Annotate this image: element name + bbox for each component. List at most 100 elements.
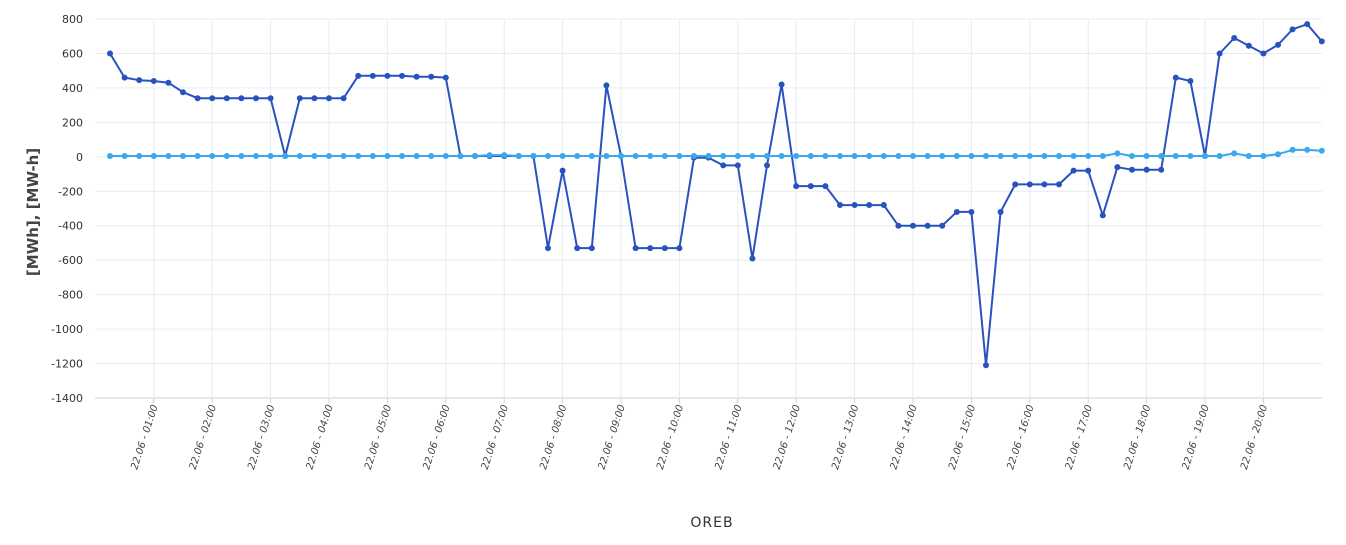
data-point-series-1[interactable] [311, 95, 318, 102]
data-point-series-1[interactable] [632, 245, 639, 252]
data-point-series-1[interactable] [369, 72, 376, 79]
data-point-series-2[interactable] [253, 152, 259, 159]
data-point-series-2[interactable] [997, 152, 1004, 159]
data-point-series-1[interactable] [253, 95, 259, 102]
data-point-series-2[interactable] [1099, 152, 1106, 159]
data-point-series-1[interactable] [895, 222, 902, 229]
data-point-series-2[interactable] [910, 152, 916, 159]
data-point-series-1[interactable] [340, 95, 347, 102]
data-point-series-1[interactable] [165, 79, 172, 86]
data-point-series-2[interactable] [1231, 150, 1238, 157]
data-point-series-1[interactable] [1070, 167, 1077, 174]
data-point-series-2[interactable] [223, 152, 230, 159]
data-point-series-2[interactable] [895, 152, 902, 159]
data-point-series-1[interactable] [442, 74, 449, 81]
data-point-series-2[interactable] [1202, 152, 1208, 159]
data-point-series-2[interactable] [691, 152, 697, 159]
data-point-series-1[interactable] [574, 245, 581, 252]
data-point-series-1[interactable] [924, 222, 931, 229]
data-point-series-1[interactable] [428, 73, 435, 80]
data-point-series-1[interactable] [1172, 74, 1179, 81]
data-point-series-1[interactable] [1158, 166, 1165, 173]
data-point-series-2[interactable] [238, 152, 245, 159]
data-point-series-1[interactable] [223, 95, 230, 102]
data-point-series-2[interactable] [1012, 152, 1019, 159]
data-point-series-2[interactable] [778, 152, 785, 159]
data-point-series-1[interactable] [399, 72, 405, 79]
data-point-series-2[interactable] [1172, 152, 1179, 159]
data-point-series-2[interactable] [661, 152, 668, 159]
data-point-series-2[interactable] [326, 152, 332, 159]
data-point-series-1[interactable] [1275, 41, 1281, 48]
data-point-series-2[interactable] [559, 152, 566, 159]
data-point-series-2[interactable] [1114, 150, 1121, 157]
data-point-series-1[interactable] [910, 222, 916, 229]
data-point-series-2[interactable] [442, 152, 449, 159]
data-point-series-2[interactable] [1041, 152, 1048, 159]
data-point-series-1[interactable] [545, 245, 551, 252]
data-point-series-2[interactable] [983, 152, 989, 159]
data-point-series-2[interactable] [822, 152, 829, 159]
data-point-series-1[interactable] [676, 245, 683, 252]
data-point-series-1[interactable] [1099, 212, 1106, 219]
data-point-series-2[interactable] [953, 152, 960, 159]
data-point-series-1[interactable] [647, 245, 654, 252]
data-point-series-1[interactable] [136, 77, 143, 84]
data-point-series-1[interactable] [1260, 50, 1267, 57]
data-point-series-2[interactable] [939, 152, 946, 159]
data-point-series-2[interactable] [1216, 152, 1223, 159]
data-point-series-1[interactable] [238, 95, 245, 102]
data-point-series-1[interactable] [1114, 164, 1121, 171]
data-point-series-2[interactable] [355, 152, 362, 159]
data-point-series-2[interactable] [384, 152, 391, 159]
data-point-series-2[interactable] [1260, 152, 1267, 159]
data-point-series-1[interactable] [764, 162, 770, 169]
data-point-series-2[interactable] [340, 152, 347, 159]
data-point-series-1[interactable] [661, 245, 668, 252]
data-point-series-1[interactable] [866, 202, 873, 209]
data-point-series-2[interactable] [764, 152, 770, 159]
data-point-series-2[interactable] [107, 152, 113, 159]
data-point-series-1[interactable] [953, 208, 960, 215]
data-point-series-1[interactable] [1304, 21, 1311, 28]
data-point-series-2[interactable] [486, 152, 493, 159]
data-point-series-2[interactable] [472, 152, 478, 159]
data-point-series-1[interactable] [822, 183, 829, 190]
data-point-series-1[interactable] [384, 72, 391, 79]
data-point-series-1[interactable] [837, 202, 843, 209]
data-point-series-2[interactable] [399, 152, 405, 159]
data-point-series-2[interactable] [1304, 146, 1311, 153]
data-point-series-2[interactable] [851, 152, 858, 159]
data-point-series-2[interactable] [603, 152, 610, 159]
data-point-series-1[interactable] [1216, 50, 1223, 57]
data-point-series-1[interactable] [150, 78, 157, 85]
data-point-series-2[interactable] [880, 152, 887, 159]
data-point-series-2[interactable] [807, 152, 814, 159]
data-point-series-2[interactable] [1070, 152, 1077, 159]
data-point-series-2[interactable] [369, 152, 376, 159]
data-point-series-2[interactable] [515, 152, 522, 159]
data-point-series-1[interactable] [413, 73, 420, 80]
data-point-series-1[interactable] [559, 167, 566, 174]
data-point-series-2[interactable] [588, 152, 595, 159]
data-point-series-2[interactable] [180, 152, 186, 159]
data-point-series-1[interactable] [1187, 78, 1194, 85]
data-point-series-1[interactable] [209, 95, 216, 102]
data-point-series-2[interactable] [501, 152, 508, 159]
data-point-series-1[interactable] [588, 245, 595, 252]
data-point-series-1[interactable] [121, 74, 128, 81]
data-point-series-2[interactable] [209, 152, 216, 159]
data-point-series-2[interactable] [1143, 152, 1150, 159]
data-point-series-2[interactable] [1056, 152, 1062, 159]
data-point-series-1[interactable] [720, 162, 727, 169]
data-point-series-1[interactable] [1085, 167, 1092, 174]
data-point-series-2[interactable] [866, 152, 873, 159]
data-point-series-1[interactable] [1041, 181, 1048, 188]
data-point-series-2[interactable] [837, 152, 843, 159]
data-point-series-1[interactable] [997, 208, 1004, 215]
data-point-series-2[interactable] [457, 152, 464, 159]
data-point-series-2[interactable] [1129, 152, 1135, 159]
data-point-series-2[interactable] [428, 152, 435, 159]
data-point-series-2[interactable] [793, 152, 800, 159]
data-point-series-1[interactable] [1012, 181, 1019, 188]
